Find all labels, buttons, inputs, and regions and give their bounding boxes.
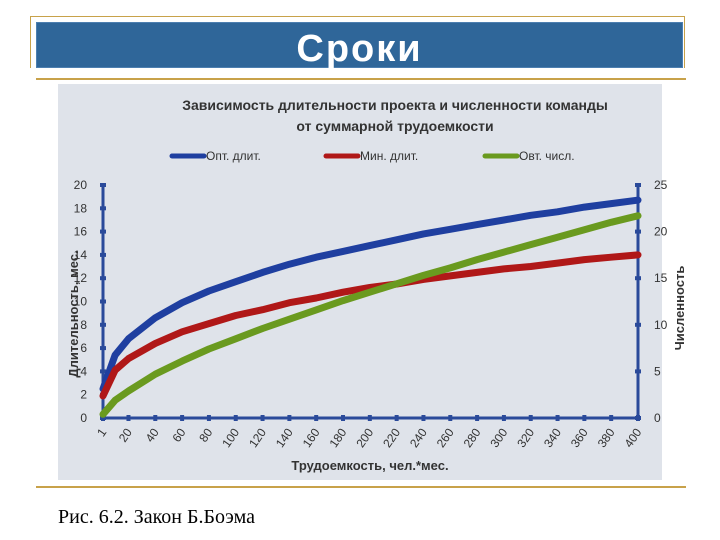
y-tick-label: 0 <box>80 411 87 425</box>
x-tick-label: 280 <box>461 425 484 450</box>
legend-label: Овт. числ. <box>519 149 575 163</box>
chart-title-line1: Зависимость длительности проекта и числе… <box>182 97 608 113</box>
y-tick-label: 10 <box>74 295 88 309</box>
chart-panel <box>58 84 662 480</box>
series-line-2 <box>99 251 642 400</box>
y-tick-label: 6 <box>80 341 87 355</box>
x-tick-label: 80 <box>196 425 215 444</box>
x-tick-mark <box>609 415 614 421</box>
y2-tick-label: 20 <box>654 225 668 239</box>
y-tick-mark <box>100 206 106 211</box>
x-tick-label: 160 <box>300 425 323 450</box>
y2-tick-mark <box>635 229 641 234</box>
x-tick-mark <box>475 415 480 421</box>
x-tick-label: 100 <box>219 425 242 450</box>
x-tick-label: 240 <box>407 425 430 450</box>
x-tick-label: 200 <box>353 425 376 450</box>
y2-tick-mark <box>635 322 641 327</box>
x-tick-mark <box>126 415 131 421</box>
bottom-divider <box>36 486 686 488</box>
y-tick-mark <box>100 252 106 257</box>
slide-title: Сроки <box>296 28 423 70</box>
y-tick-mark <box>100 276 106 281</box>
x-tick-mark <box>180 415 185 421</box>
x-tick-mark <box>206 415 211 421</box>
y2-tick-mark <box>635 276 641 281</box>
x-tick-label: 180 <box>327 425 350 450</box>
y2-tick-label: 15 <box>654 271 668 285</box>
x-tick-mark <box>260 415 265 421</box>
y-tick-mark <box>100 299 106 304</box>
x-tick-label: 120 <box>246 425 269 450</box>
x-tick-label: 320 <box>514 425 537 450</box>
chart-series <box>99 196 642 418</box>
y-tick-label: 14 <box>74 248 88 262</box>
x-tick-mark <box>501 415 506 421</box>
slide-frame-right <box>684 16 685 68</box>
x-tick-label: 300 <box>487 425 510 450</box>
x-tick-mark <box>233 415 238 421</box>
figure-caption: Рис. 6.2. Закон Б.Боэма <box>58 506 256 528</box>
y-tick-mark <box>100 369 106 374</box>
x-tick-mark <box>287 415 292 421</box>
chart-title-line2: от суммарной трудоемкости <box>296 118 493 134</box>
x-tick-label: 60 <box>169 425 188 444</box>
x-tick-mark <box>636 415 640 421</box>
y-tick-label: 18 <box>74 201 88 215</box>
x-tick-label: 260 <box>434 425 457 450</box>
y-tick-label: 4 <box>80 364 87 378</box>
y-tick-label: 8 <box>80 318 87 332</box>
title-divider <box>36 78 686 80</box>
x-tick-label: 340 <box>541 425 564 450</box>
x-tick-label: 1 <box>94 425 109 439</box>
x-tick-mark <box>421 415 426 421</box>
x-tick-mark <box>341 415 346 421</box>
x-axis-label: Трудоемкость, чел.*мес. <box>291 458 448 473</box>
y-tick-label: 20 <box>74 178 88 192</box>
y-tick-mark <box>100 322 106 327</box>
y2-axis-label: Численность <box>672 266 687 351</box>
slide-frame-top <box>30 16 685 17</box>
y-tick-label: 2 <box>80 388 87 402</box>
y-tick-mark <box>100 346 106 351</box>
x-tick-mark <box>448 415 453 421</box>
x-tick-label: 220 <box>380 425 403 450</box>
y-axis-label: Длительность, мес. <box>66 250 81 377</box>
x-tick-label: 40 <box>143 425 162 444</box>
y2-tick-label: 0 <box>654 411 661 425</box>
y2-tick-label: 10 <box>654 318 668 332</box>
slide-frame-left <box>30 16 31 68</box>
x-tick-label: 380 <box>595 425 618 450</box>
x-tick-label: 360 <box>568 425 591 450</box>
y-tick-mark <box>100 183 106 187</box>
legend-label: Опт. длит. <box>206 149 261 163</box>
x-tick-mark <box>153 415 158 421</box>
x-tick-mark <box>367 415 372 421</box>
x-tick-mark <box>314 415 319 421</box>
slide-title-bar: Сроки <box>36 22 683 70</box>
legend-label: Мин. длит. <box>360 149 418 163</box>
x-tick-mark <box>555 415 560 421</box>
x-tick-label: 20 <box>116 425 135 444</box>
x-tick-mark <box>528 415 533 421</box>
chart-legend: Опт. длит. Мин. длит. Овт. числ. <box>169 149 575 163</box>
y-tick-label: 12 <box>74 271 88 285</box>
x-tick-label: 140 <box>273 425 296 450</box>
series-line-3 <box>99 212 642 418</box>
y-tick-label: 16 <box>74 225 88 239</box>
y-tick-mark <box>100 229 106 234</box>
x-tick-mark <box>582 415 587 421</box>
y2-tick-label: 5 <box>654 364 661 378</box>
x-tick-label: 400 <box>621 425 644 450</box>
y2-tick-mark <box>635 183 641 187</box>
y2-tick-mark <box>635 369 641 374</box>
y2-tick-label: 25 <box>654 178 668 192</box>
x-tick-mark <box>101 415 105 421</box>
x-tick-mark <box>394 415 399 421</box>
series-line-1 <box>99 196 642 393</box>
